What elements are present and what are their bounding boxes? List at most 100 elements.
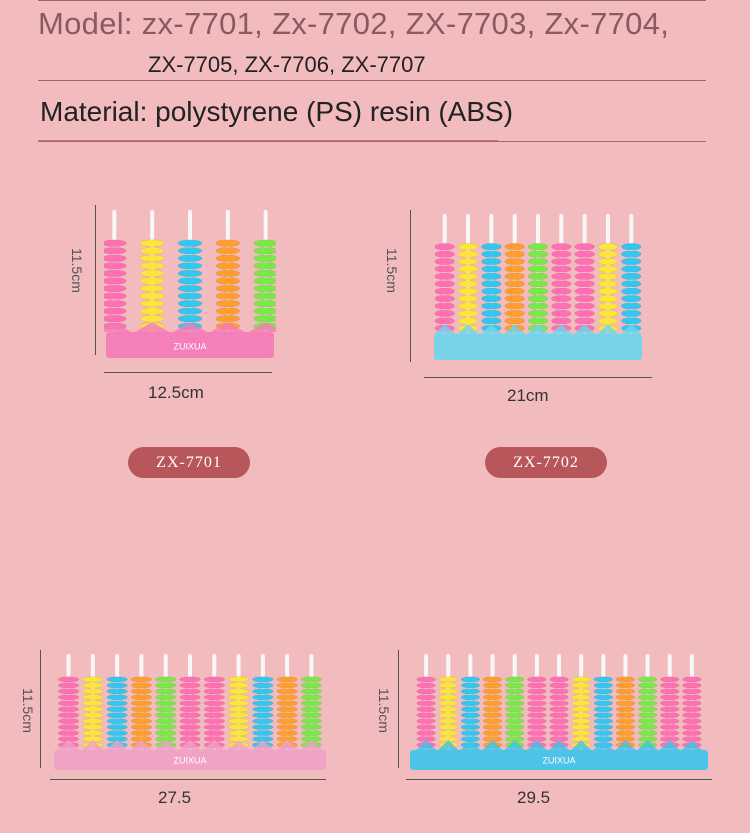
abacus-bead — [177, 299, 203, 308]
abacus-fin — [574, 324, 596, 334]
height-label: 11.5cm — [384, 248, 400, 293]
abacus-bead — [106, 694, 128, 701]
abacus-bead — [252, 688, 274, 695]
abacus-bead — [104, 307, 127, 315]
abacus-bead — [104, 262, 127, 270]
abacus-bead — [82, 688, 104, 695]
abacus-model-4: ZUIXUA — [410, 654, 708, 770]
abacus-bead — [155, 730, 177, 737]
abacus-bead — [106, 706, 128, 713]
abacus-model-3: ZUIXUA — [54, 654, 326, 770]
abacus-bead — [177, 262, 203, 270]
abacus-bead — [505, 706, 525, 713]
abacus-bead — [155, 718, 177, 725]
abacus-bead — [660, 724, 680, 731]
abacus-bead — [130, 724, 152, 731]
abacus-bead — [597, 309, 619, 318]
abacus-bead — [682, 706, 702, 713]
abacus-bead — [139, 247, 165, 255]
abacus-bead — [527, 272, 549, 280]
abacus-fin — [130, 740, 153, 750]
abacus-bead — [551, 250, 572, 258]
abacus-bead — [481, 250, 502, 258]
abacus-bead — [416, 688, 436, 695]
abacus-bead — [179, 724, 201, 731]
abacus-bead — [527, 718, 547, 725]
abacus-bead — [457, 295, 479, 303]
abacus-bead — [139, 269, 165, 278]
abacus-bead — [482, 724, 503, 731]
abacus-bead — [438, 712, 458, 719]
abacus-bead — [527, 317, 549, 325]
abacus-fin — [597, 324, 619, 334]
abacus-bead — [682, 700, 702, 707]
abacus-bead — [574, 280, 595, 288]
abacus-bead — [104, 299, 127, 308]
abacus-bead — [130, 688, 152, 695]
abacus-bead — [438, 682, 458, 689]
abacus-bead — [593, 718, 613, 725]
abacus-bead — [155, 712, 177, 719]
abacus-bead — [551, 287, 572, 295]
abacus-bead — [57, 712, 80, 719]
abacus-bead — [215, 292, 241, 300]
abacus-bead — [434, 272, 455, 280]
abacus-bead — [481, 265, 502, 273]
abacus-bead — [177, 277, 203, 285]
abacus-bead — [57, 694, 80, 701]
abacus-bead — [597, 265, 619, 273]
abacus-bead — [597, 295, 619, 303]
abacus-bead — [179, 712, 201, 719]
abacus-bead — [276, 706, 298, 713]
abacus-bead — [203, 730, 225, 737]
abacus-bead — [106, 682, 128, 689]
divider-bottom — [38, 141, 706, 142]
abacus-bead — [104, 269, 127, 278]
material-text: Material: polystyrene (PS) resin (ABS) — [40, 96, 514, 127]
abacus-bead — [438, 730, 458, 737]
abacus-bead — [434, 287, 455, 295]
abacus-bead — [660, 718, 680, 725]
abacus-bead — [682, 694, 702, 701]
divider-top — [38, 0, 706, 1]
abacus-bead — [621, 280, 642, 288]
abacus-bead — [228, 724, 250, 731]
height-dimension-line — [398, 650, 399, 768]
abacus-bead — [276, 718, 298, 725]
abacus-bead — [615, 676, 636, 683]
abacus-bead — [504, 250, 525, 258]
abacus-bead — [593, 724, 613, 731]
model-badge: ZX-7702 — [485, 447, 607, 478]
abacus-bead — [549, 712, 569, 719]
abacus-bead — [549, 718, 569, 725]
abacus-bead — [457, 309, 479, 318]
abacus-bead — [457, 257, 479, 266]
abacus-bead — [621, 317, 642, 325]
model-line-1: Model: zx-7701, Zx-7702, ZX-7703, Zx-770… — [38, 6, 670, 41]
abacus-bead — [155, 700, 177, 707]
abacus-bead — [300, 724, 323, 731]
abacus-bead — [82, 676, 104, 683]
abacus-bead — [438, 706, 458, 713]
width-dimension-line — [406, 779, 712, 780]
abacus-bead — [504, 309, 525, 318]
abacus-fin — [615, 740, 636, 750]
abacus-bead — [57, 718, 80, 725]
abacus-bead — [682, 688, 702, 695]
abacus-bead — [574, 243, 595, 251]
abacus-bead — [139, 292, 165, 300]
abacus-fin — [504, 324, 526, 334]
abacus-bead — [551, 317, 572, 325]
abacus-bead — [549, 682, 569, 689]
abacus-bead — [253, 254, 276, 262]
abacus-bead — [82, 730, 104, 737]
abacus-bead — [82, 724, 104, 731]
abacus-bead — [682, 682, 702, 689]
abacus-bead — [660, 688, 680, 695]
abacus-brand-text: ZUIXUA — [173, 756, 206, 766]
abacus-bead — [505, 712, 525, 719]
abacus-bead — [252, 718, 274, 725]
abacus-bead — [300, 712, 323, 719]
abacus-bead — [527, 688, 547, 695]
abacus-bead — [460, 712, 481, 719]
